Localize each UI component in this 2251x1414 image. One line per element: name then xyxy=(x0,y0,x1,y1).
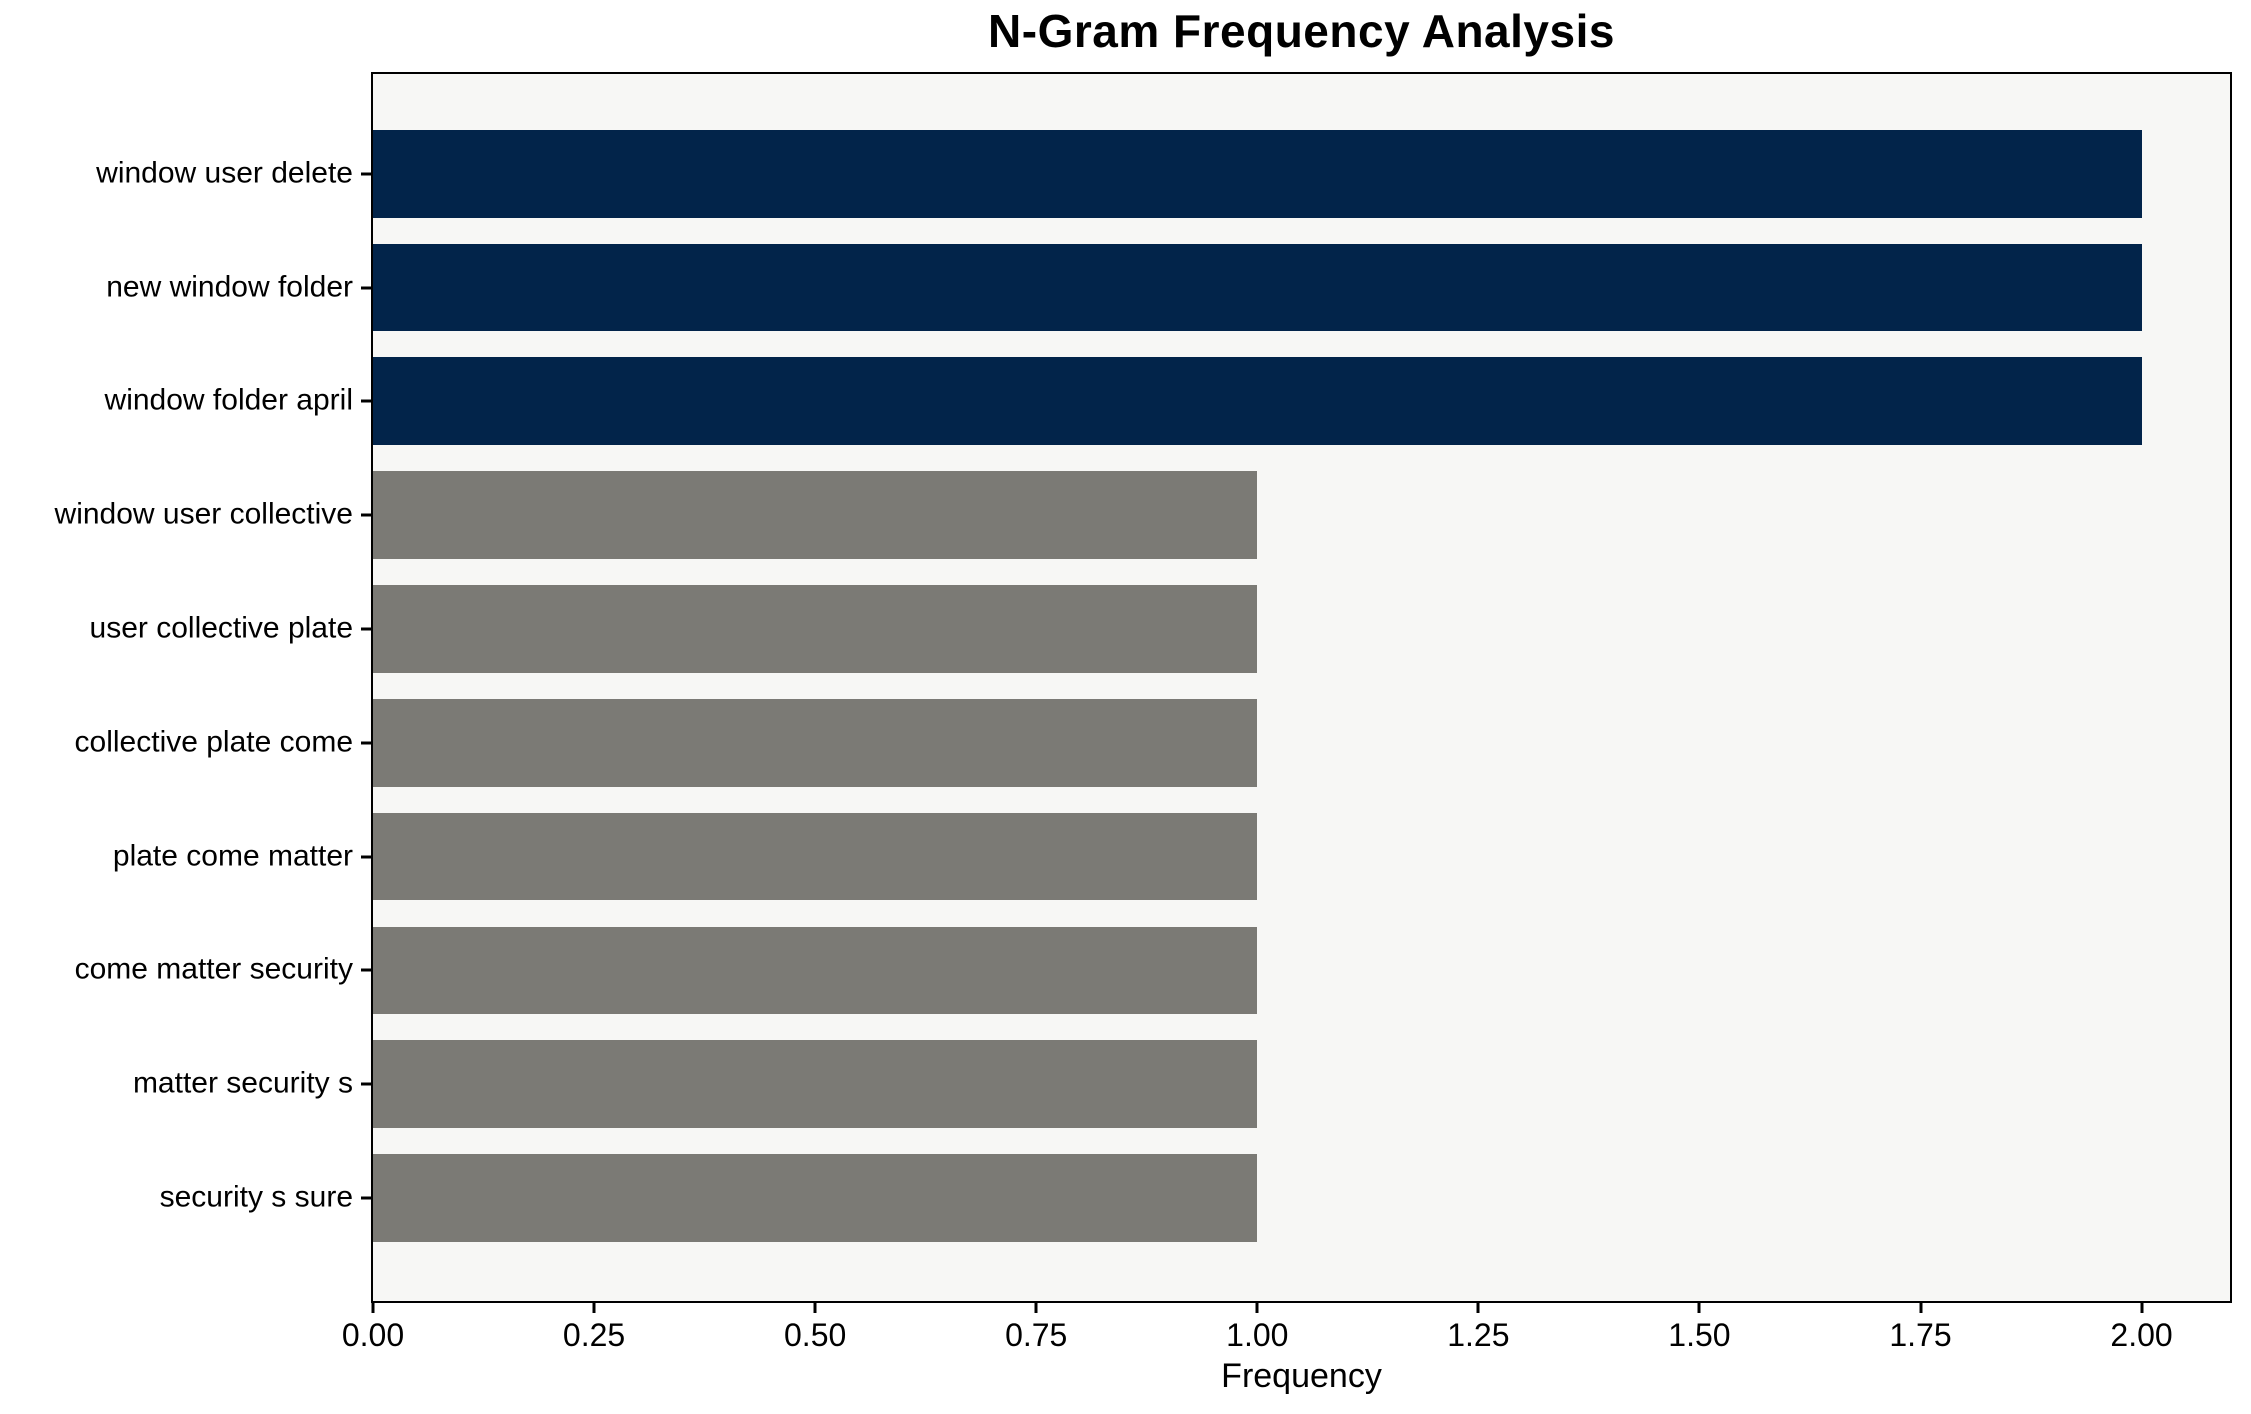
x-tick-label: 0.25 xyxy=(562,1317,626,1353)
y-tick xyxy=(361,855,371,859)
y-tick-label: matter security s xyxy=(132,1066,353,1100)
bar xyxy=(373,812,1258,901)
y-tick xyxy=(361,399,371,403)
y-tick xyxy=(361,1082,371,1086)
x-tick xyxy=(1255,1303,1259,1313)
bar xyxy=(373,471,1258,559)
bar xyxy=(373,585,1258,673)
y-tick-label: new window folder xyxy=(106,269,353,303)
x-tick-label: 1.00 xyxy=(1226,1317,1289,1353)
y-tick xyxy=(361,513,371,517)
plot-area: Frequency window user delete new window f… xyxy=(55,72,2232,1395)
x-tick xyxy=(1476,1303,1480,1313)
bar xyxy=(373,1040,1258,1129)
y-tick-label: plate come matter xyxy=(112,838,353,872)
x-tick-label: 2.00 xyxy=(2110,1317,2173,1353)
y-tick xyxy=(361,172,371,176)
bar xyxy=(373,357,2142,446)
y-tick xyxy=(361,1196,371,1200)
x-tick-label: 1.50 xyxy=(1668,1317,1731,1353)
y-tick-label: security s sure xyxy=(159,1180,353,1214)
y-tick xyxy=(361,968,371,972)
x-tick-label: 0.75 xyxy=(1005,1317,1068,1353)
chart-title: N-Gram Frequency Analysis xyxy=(988,5,1615,57)
x-tick-label: 1.25 xyxy=(1447,1317,1510,1353)
bar xyxy=(373,698,1258,787)
x-tick xyxy=(1697,1303,1701,1313)
x-tick xyxy=(1919,1303,1922,1313)
x-tick-label: 0.50 xyxy=(784,1317,847,1353)
y-tick-label: window user delete xyxy=(96,155,353,189)
x-tick xyxy=(813,1303,817,1313)
x-tick xyxy=(371,1303,375,1313)
y-tick-label: come matter security xyxy=(74,952,353,986)
x-tick xyxy=(592,1303,596,1313)
y-tick-label: window user collective xyxy=(54,497,353,531)
y-tick xyxy=(361,627,371,631)
y-tick xyxy=(361,741,371,745)
bar xyxy=(373,926,1258,1015)
x-tick-label: 1.75 xyxy=(1889,1317,1952,1353)
x-tick xyxy=(2140,1303,2144,1313)
y-tick-label: window folder april xyxy=(104,383,353,417)
x-tick xyxy=(1034,1303,1038,1313)
bar xyxy=(373,243,2142,332)
x-axis-label: Frequency xyxy=(1221,1357,1382,1395)
y-tick-label: user collective plate xyxy=(89,611,353,645)
x-tick-label: 0.00 xyxy=(341,1317,405,1353)
bar xyxy=(373,1154,1258,1242)
y-tick-label: collective plate come xyxy=(74,725,353,759)
bar xyxy=(373,129,2142,218)
y-tick xyxy=(361,286,371,289)
